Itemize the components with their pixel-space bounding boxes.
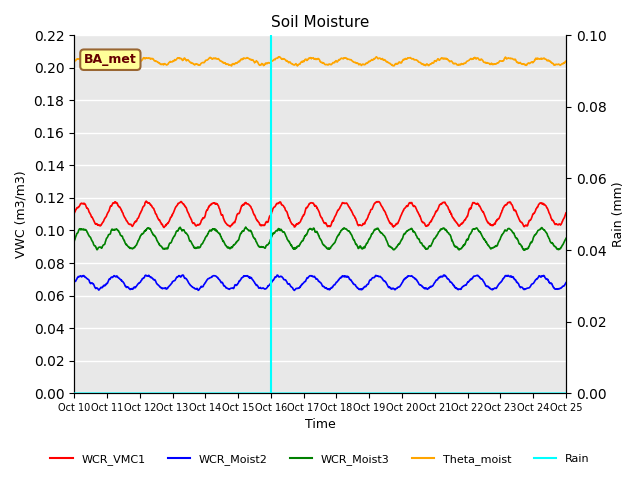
Y-axis label: Rain (mm): Rain (mm): [612, 181, 625, 247]
Theta_moist: [180, 57, 188, 62]
WCR_VMC1: [160, 225, 168, 230]
Line: Theta_moist: Theta_moist: [74, 57, 566, 66]
WCR_VMC1: [168, 213, 176, 218]
Theta_moist: [168, 59, 175, 65]
WCR_VMC1: [236, 210, 243, 216]
Theta_moist: [562, 59, 570, 64]
WCR_Moist3: [168, 239, 175, 244]
Rain: [168, 390, 175, 396]
Theta_moist: [397, 60, 404, 66]
Rain: [180, 390, 188, 396]
WCR_VMC1: [504, 200, 512, 205]
WCR_Moist3: [396, 239, 404, 245]
WCR_VMC1: [461, 217, 468, 223]
WCR_Moist3: [180, 227, 188, 233]
WCR_Moist2: [235, 280, 243, 286]
WCR_VMC1: [70, 211, 78, 216]
WCR_Moist3: [461, 241, 468, 247]
WCR_Moist2: [440, 272, 448, 278]
Title: Soil Moisture: Soil Moisture: [271, 15, 369, 30]
Line: WCR_Moist2: WCR_Moist2: [74, 275, 566, 290]
WCR_VMC1: [397, 214, 404, 219]
WCR_VMC1: [562, 210, 570, 216]
Text: BA_met: BA_met: [84, 53, 137, 66]
Line: WCR_VMC1: WCR_VMC1: [74, 201, 566, 228]
WCR_Moist3: [520, 247, 528, 253]
WCR_Moist2: [504, 273, 512, 278]
Rain: [460, 390, 468, 396]
Theta_moist: [461, 60, 468, 66]
WCR_Moist2: [168, 281, 175, 287]
Y-axis label: VWC (m3/m3): VWC (m3/m3): [15, 170, 28, 258]
WCR_VMC1: [180, 202, 188, 208]
Line: WCR_Moist3: WCR_Moist3: [74, 227, 566, 250]
WCR_Moist3: [235, 237, 243, 243]
WCR_Moist3: [70, 239, 78, 244]
Theta_moist: [504, 55, 512, 60]
Rain: [396, 390, 404, 396]
Rain: [235, 390, 243, 396]
WCR_Moist2: [180, 273, 188, 278]
Legend: WCR_VMC1, WCR_Moist2, WCR_Moist3, Theta_moist, Rain: WCR_VMC1, WCR_Moist2, WCR_Moist3, Theta_…: [46, 450, 594, 469]
WCR_Moist3: [562, 236, 570, 241]
Theta_moist: [294, 63, 301, 69]
WCR_Moist2: [562, 280, 570, 286]
WCR_Moist2: [461, 282, 468, 288]
Rain: [70, 390, 78, 396]
WCR_Moist2: [70, 279, 78, 285]
Theta_moist: [70, 58, 78, 64]
WCR_Moist2: [291, 288, 298, 293]
Theta_moist: [276, 54, 284, 60]
Theta_moist: [235, 59, 243, 64]
X-axis label: Time: Time: [305, 419, 335, 432]
Rain: [562, 390, 570, 396]
WCR_Moist3: [504, 226, 512, 232]
WCR_Moist3: [242, 224, 250, 230]
WCR_VMC1: [143, 198, 150, 204]
WCR_Moist2: [396, 283, 404, 289]
Rain: [504, 390, 511, 396]
